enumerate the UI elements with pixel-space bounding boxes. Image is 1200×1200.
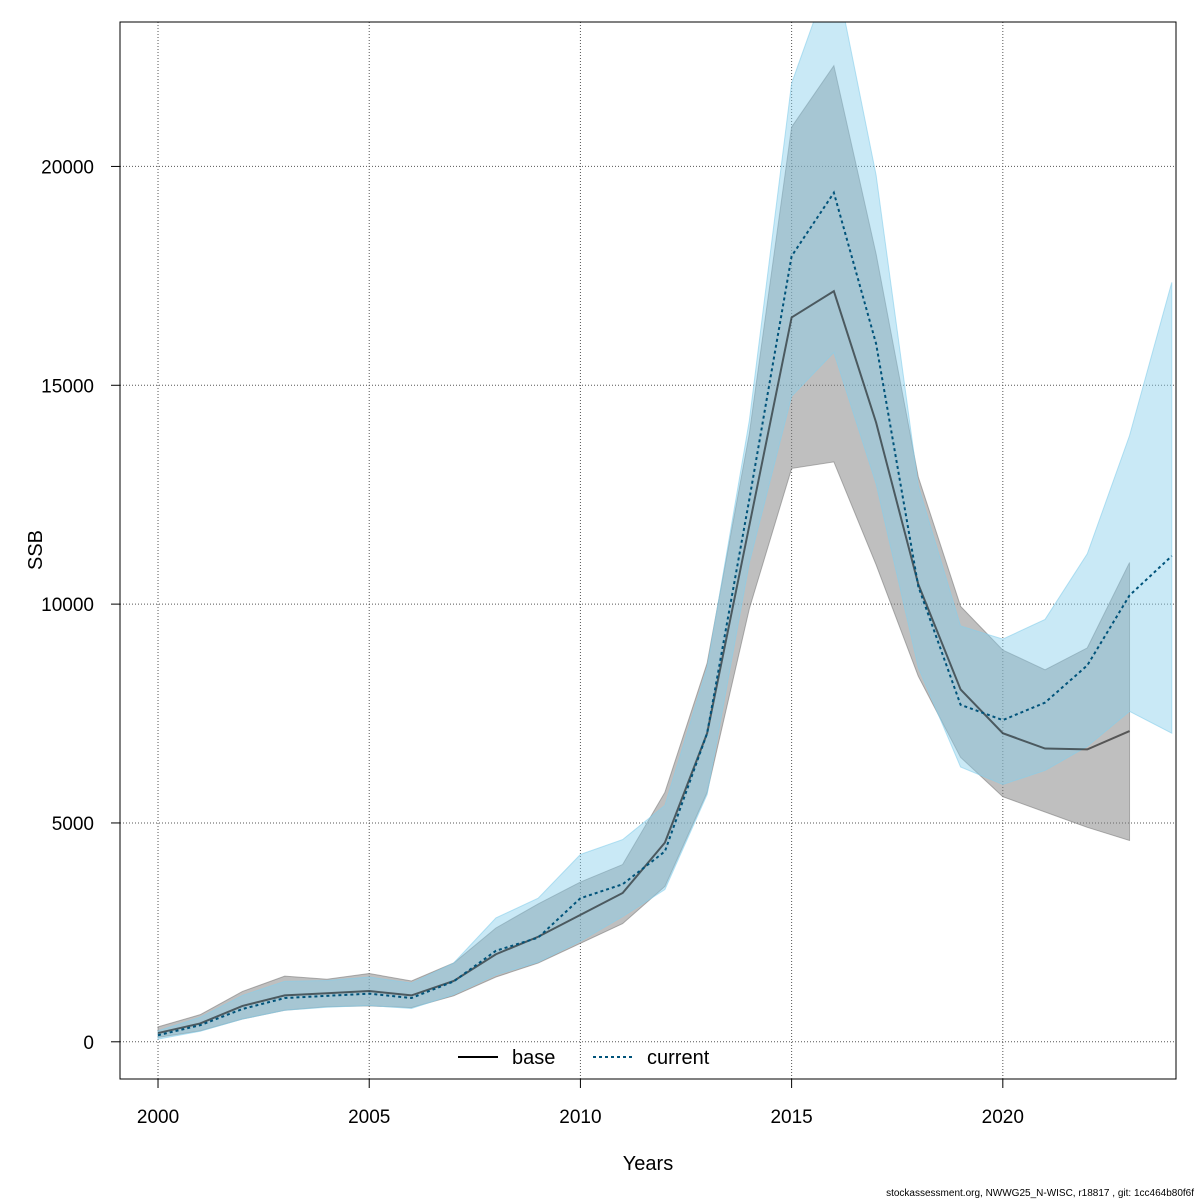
axes: 2000 2005 2010 2015 2020 0 5000 10000 15000 20000 (41, 157, 1024, 1128)
confidence-band-base (157, 64, 1131, 1039)
x-tick-label: 2015 (770, 1107, 812, 1128)
plot-frame (119, 21, 1177, 1080)
x-axis-title: Years (623, 1153, 673, 1175)
y-tick-label: 15000 (41, 376, 94, 397)
series-lines (157, 190, 1173, 1037)
x-tick-label: 2010 (559, 1107, 601, 1128)
y-tick-label: 5000 (52, 814, 94, 835)
series-line-current (157, 190, 1173, 1037)
legend: base current (458, 1047, 710, 1069)
x-tick-label: 2005 (348, 1107, 390, 1128)
confidence-bands (157, 22, 1173, 1040)
y-tick-label: 10000 (41, 595, 94, 616)
confidence-band-current (157, 22, 1173, 1040)
grid-lines (120, 22, 1176, 1079)
y-axis-title: SSB (25, 530, 47, 570)
y-tick-label: 0 (83, 1033, 94, 1054)
legend-label-current: current (647, 1047, 710, 1069)
x-tick-label: 2020 (982, 1107, 1024, 1128)
y-tick-label: 20000 (41, 157, 94, 178)
footer-text: stockassessment.org, NWWG25_N-WISC, r188… (886, 1188, 1194, 1199)
legend-label-base: base (512, 1047, 555, 1069)
x-tick-label: 2000 (137, 1107, 179, 1128)
